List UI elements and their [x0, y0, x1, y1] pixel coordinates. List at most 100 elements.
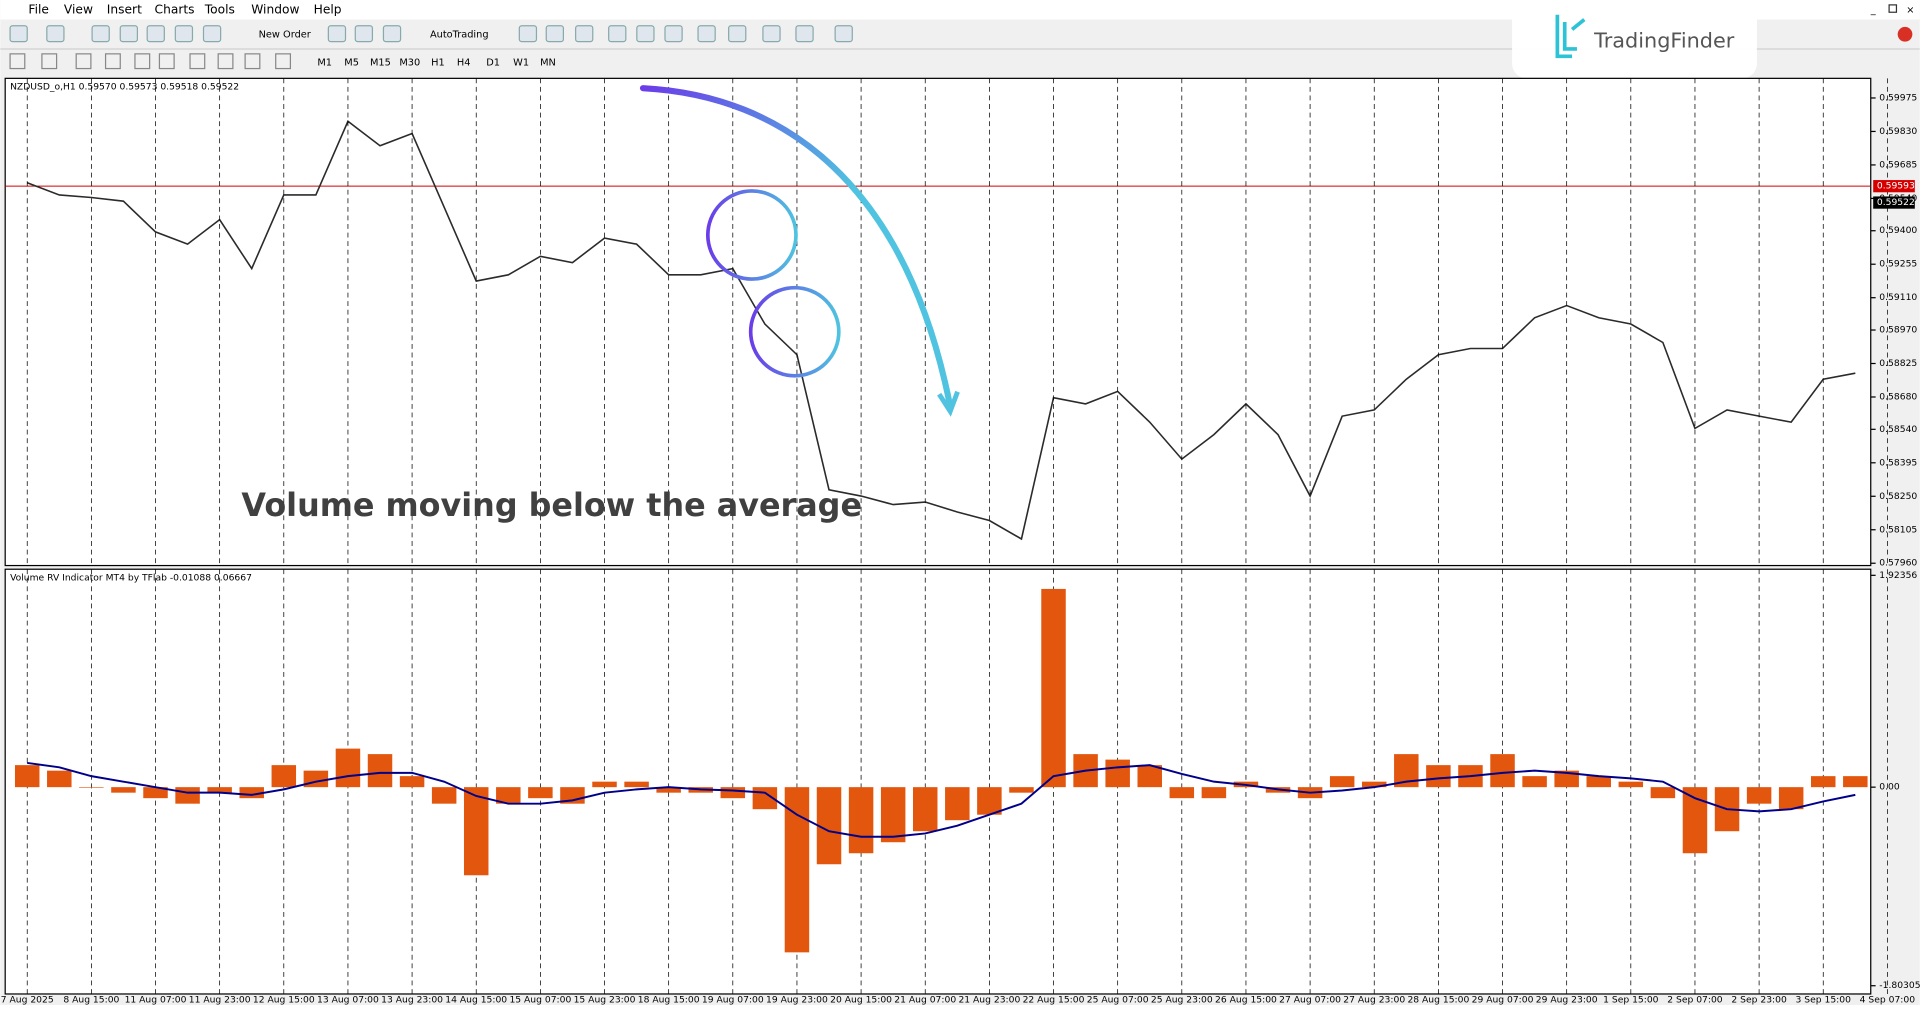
- x-tick-label: 13 Aug 23:00: [381, 995, 443, 1005]
- logo-box: [1512, 0, 1757, 79]
- toolbar-button[interactable]: [327, 25, 347, 43]
- window-close[interactable]: ×: [1906, 5, 1914, 16]
- menu-item[interactable]: File: [28, 2, 48, 16]
- toolbar-button[interactable]: [728, 25, 747, 43]
- menu-item[interactable]: View: [64, 2, 93, 16]
- timeframe[interactable]: MN: [540, 57, 556, 68]
- x-tick-label: 19 Aug 07:00: [702, 995, 764, 1005]
- tool-button[interactable]: [275, 53, 292, 70]
- price-label-bg: [1873, 180, 1915, 193]
- volume-bar: [1041, 588, 1066, 788]
- y-tick-label: 0.59110: [1879, 292, 1917, 303]
- volume-bar: [1811, 776, 1836, 788]
- x-tick-label: 20 Aug 15:00: [830, 995, 892, 1005]
- volume-bar: [111, 787, 136, 793]
- toolbar-button[interactable]: [354, 25, 374, 43]
- volume-bar: [14, 765, 40, 788]
- menu-item[interactable]: Help: [314, 2, 342, 16]
- x-tick-label: 29 Aug 23:00: [1536, 995, 1598, 1005]
- panel-title: NZDUSD_o,H1 0.59570 0.59573 0.59518 0.59…: [10, 81, 239, 92]
- toolbar-button-label[interactable]: AutoTrading: [430, 29, 489, 40]
- toolbar-button[interactable]: [518, 25, 538, 43]
- volume-bar: [528, 787, 553, 799]
- menu-item[interactable]: Insert: [107, 2, 142, 16]
- y-tick-label: 0.59830: [1879, 126, 1917, 137]
- volume-bar: [1137, 765, 1162, 788]
- toolbar-button[interactable]: [382, 25, 402, 43]
- timeframe[interactable]: H1: [431, 57, 445, 68]
- toolbar-button[interactable]: [9, 25, 28, 43]
- tool-button[interactable]: [134, 53, 151, 70]
- toolbar-button[interactable]: [146, 25, 165, 43]
- volume-bar: [1586, 776, 1611, 788]
- tool-button[interactable]: [104, 53, 121, 70]
- toolbar-button[interactable]: [575, 25, 594, 43]
- toolbar-button[interactable]: [697, 25, 716, 43]
- toolbar-button[interactable]: [174, 25, 194, 43]
- x-tick-label: 8 Aug 15:00: [63, 995, 119, 1005]
- window-restore[interactable]: [1888, 4, 1898, 13]
- toolbar-button[interactable]: [608, 25, 627, 43]
- volume-bar: [79, 787, 104, 788]
- toolbar-button[interactable]: [46, 25, 65, 43]
- volume-bar: [1490, 754, 1515, 788]
- volume-bar: [1169, 787, 1195, 799]
- panel-title: Volume RV Indicator MT4 by TFlab -0.0108…: [10, 572, 252, 583]
- volume-bar: [592, 781, 617, 788]
- volume-bar: [367, 754, 393, 788]
- highlight-circle: [705, 189, 798, 281]
- volume-bar: [1778, 787, 1804, 810]
- volume-bar: [784, 787, 810, 953]
- volume-bar: [1554, 770, 1579, 788]
- tool-button[interactable]: [75, 53, 92, 70]
- volume-bar: [1618, 781, 1644, 788]
- notification[interactable]: [1897, 26, 1913, 42]
- volume-bar: [912, 787, 938, 832]
- toolbar-button[interactable]: [636, 25, 655, 43]
- timeframe[interactable]: D1: [486, 57, 500, 68]
- x-tick-label: 18 Aug 15:00: [638, 995, 700, 1005]
- price-label: 0.59593: [1877, 181, 1915, 192]
- volume-bar: [271, 765, 297, 788]
- volume-bar: [1009, 787, 1034, 793]
- toolbar-button[interactable]: [795, 25, 814, 43]
- tool-button[interactable]: [41, 53, 58, 70]
- toolbar-button[interactable]: [91, 25, 110, 43]
- toolbar-button[interactable]: [762, 25, 781, 43]
- menu-item[interactable]: Charts: [155, 2, 195, 16]
- timeframe[interactable]: H4: [457, 57, 471, 68]
- timeframe[interactable]: M5: [344, 57, 359, 68]
- tool-button[interactable]: [189, 53, 206, 70]
- plot: NZDUSD_o,H1 0.59570 0.59573 0.59518 0.59…: [1, 78, 1920, 1006]
- timeframe[interactable]: W1: [513, 57, 529, 68]
- timeframe[interactable]: M30: [399, 57, 420, 68]
- y-tick-label: 0.58540: [1879, 424, 1917, 435]
- price-label: 0.59522: [1877, 197, 1915, 208]
- toolbar-button[interactable]: [834, 25, 853, 43]
- tool-button[interactable]: [217, 53, 234, 70]
- tool-button[interactable]: [9, 53, 26, 70]
- volume-bar: [1650, 787, 1676, 799]
- x-tick-label: 25 Aug 07:00: [1087, 995, 1149, 1005]
- menu-item[interactable]: Tools: [204, 2, 235, 16]
- y-tick-label: 0.59975: [1879, 92, 1917, 103]
- tool-button[interactable]: [158, 53, 175, 70]
- price-line-series: [26, 120, 1856, 541]
- menu-item[interactable]: Window: [251, 2, 299, 16]
- toolbar-button[interactable]: [664, 25, 683, 43]
- window-minimize[interactable]: _: [1870, 5, 1876, 16]
- tool-button[interactable]: [244, 53, 261, 70]
- toolbar-button[interactable]: [202, 25, 222, 43]
- x-tick-label: 2 Sep 23:00: [1731, 995, 1787, 1005]
- volume-bar: [207, 787, 232, 793]
- menu-bar: [0, 0, 1920, 20]
- toolbar-button[interactable]: [119, 25, 139, 43]
- x-tick-label: 26 Aug 15:00: [1215, 995, 1277, 1005]
- toolbar-button-label[interactable]: New Order: [259, 29, 312, 40]
- toolbar-button[interactable]: [545, 25, 564, 43]
- timeframe[interactable]: M15: [370, 57, 391, 68]
- y-tick-label: 0.58970: [1879, 325, 1917, 336]
- timeframe[interactable]: M1: [317, 57, 332, 68]
- x-tick-label: 22 Aug 15:00: [1023, 995, 1085, 1005]
- volume-bar: [431, 787, 457, 804]
